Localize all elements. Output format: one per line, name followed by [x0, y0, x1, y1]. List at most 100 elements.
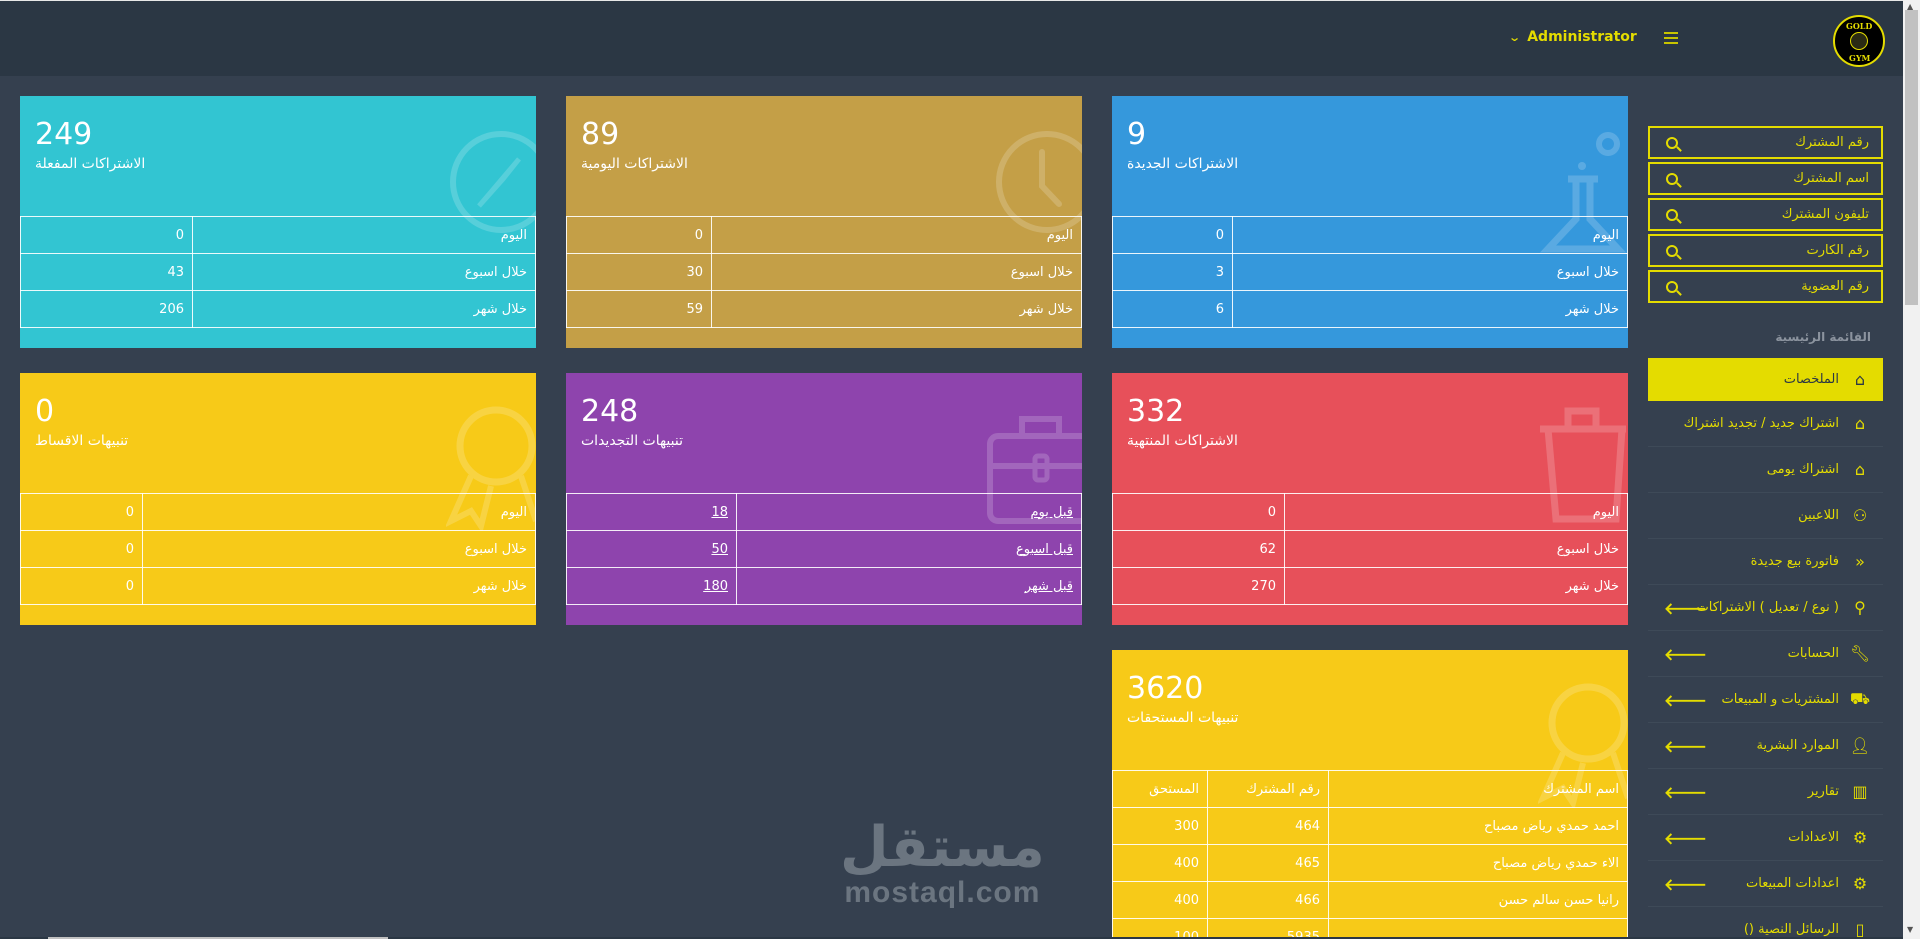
search-icon[interactable] — [1666, 208, 1678, 221]
row-value: 30 — [566, 253, 712, 291]
row-link[interactable]: قبل شهر — [1024, 578, 1073, 594]
table-row: خلال شهر 206 — [20, 290, 536, 328]
row-value: 0 — [20, 567, 143, 605]
row-label: خلال شهر — [192, 290, 536, 328]
table-row: احمد حمدي رياض مصباح 464 300 — [1112, 807, 1628, 845]
row-label: خلال اسبوع — [1284, 530, 1628, 568]
sidebar-item-accounts[interactable]: 🔧︎ الحسابات 🡐 — [1648, 631, 1883, 677]
sidebar-item-new-sale-invoice[interactable]: « فاتورة بيع جديدة — [1648, 539, 1883, 585]
search-icon[interactable] — [1666, 136, 1678, 149]
sidebar-item-summaries[interactable]: ⌂ الملخصات — [1648, 358, 1883, 401]
cell-name: احمد حمدي رياض مصباح — [1328, 807, 1628, 845]
row-label: اليوم — [1232, 216, 1628, 254]
table-row: قبل شهر 180 — [566, 567, 1082, 605]
sidebar-item-human-resources[interactable]: 👤︎ الموارد البشرية 🡐 — [1648, 723, 1883, 769]
table-row: اليوم 0 — [1112, 493, 1628, 531]
table-row: خلال اسبوع 30 — [566, 253, 1082, 291]
home-icon: ⌂ — [1854, 370, 1866, 389]
row-value-link[interactable]: 180 — [703, 578, 728, 594]
stat-label: الاشتراكات اليومية — [581, 156, 688, 172]
chevron-down-icon: ⌄ — [1508, 30, 1522, 44]
gold-gym-logo[interactable]: GOLD GYM — [1833, 15, 1885, 67]
stat-value: 248 — [581, 394, 639, 429]
search-card-number[interactable]: رقم الكارت — [1648, 234, 1883, 267]
card-active-subscriptions: 249 الاشتراكات المفعلة اليوم 0 خلال اسبوع… — [20, 96, 536, 348]
stat-label: الاشتراكات المنتهية — [1127, 433, 1238, 449]
scroll-up-icon[interactable]: ▲ — [1907, 2, 1914, 11]
table-row: خلال شهر 270 — [1112, 567, 1628, 605]
menu-label: اشتراك يومى — [1766, 462, 1839, 477]
scrollbar-thumb[interactable] — [1905, 10, 1918, 305]
search-membership-number[interactable]: رقم العضوية — [1648, 270, 1883, 303]
arrow-left-icon: 🡐 — [1664, 736, 1707, 756]
scrollbar-thumb[interactable] — [48, 937, 388, 939]
sidebar-item-purchases-sales[interactable]: ⛟ المشتريات و المبيعات 🡐 — [1648, 677, 1883, 723]
users-icon: ⚇ — [1852, 506, 1868, 525]
cell-name — [1328, 918, 1628, 939]
card-new-subscriptions: 9 الاشتراكات الجديدة اليوم 0 خلال اسبوع 3 … — [1112, 96, 1628, 348]
truck-icon: ⛟ — [1849, 689, 1871, 708]
menu-label: الحسابات — [1787, 646, 1839, 661]
table-row: خلال شهر 6 — [1112, 290, 1628, 328]
wrench-icon: 🔧︎ — [1849, 644, 1871, 663]
row-label: خلال اسبوع — [711, 253, 1082, 291]
cell-due: 400 — [1112, 881, 1208, 919]
search-placeholder: اسم المشترك — [1793, 171, 1869, 186]
row-value: 206 — [20, 290, 193, 328]
row-link[interactable]: قبل يوم — [1030, 504, 1074, 520]
cell-id: 466 — [1207, 881, 1329, 919]
gear-icon: ⚙ — [1852, 828, 1868, 847]
arrow-left-icon: 🡐 — [1664, 690, 1707, 710]
stat-label: الاشتراكات المفعلة — [35, 156, 146, 172]
sidebar-item-subscription-types[interactable]: ⚲ ( نوع / تعديل ) الاشتراكات 🡐 — [1648, 585, 1883, 631]
table-row: خلال شهر 0 — [20, 567, 536, 605]
menu-label: المشتريات و المبيعات — [1721, 692, 1839, 707]
search-member-name[interactable]: اسم المشترك — [1648, 162, 1883, 195]
row-value: 59 — [566, 290, 712, 328]
row-value: 0 — [20, 216, 193, 254]
sidebar-item-sales-settings[interactable]: ⚙ اعدادات المبيعات 🡐 — [1648, 861, 1883, 907]
arrow-left-icon: 🡐 — [1664, 828, 1707, 848]
scroll-down-icon[interactable]: ▼ — [1907, 925, 1914, 934]
watermark-arabic: مستقل — [840, 815, 1045, 880]
sidebar-item-daily-subscription[interactable]: ⌂ اشتراك يومى — [1648, 447, 1883, 493]
stat-value: 249 — [35, 117, 93, 152]
arrow-left-icon: 🡐 — [1664, 598, 1707, 618]
sidebar-item-new-subscription[interactable]: ⌂ اشتراك جديد / تجديد اشتراك — [1648, 401, 1883, 447]
user-name: Administrator — [1527, 29, 1637, 45]
sidebar-item-reports[interactable]: ▥ تقارير 🡐 — [1648, 769, 1883, 815]
search-icon[interactable] — [1666, 280, 1678, 293]
row-value-link[interactable]: 18 — [711, 504, 728, 520]
sidebar-item-sms[interactable]: ▯ الرسائل النصية () — [1648, 907, 1883, 939]
table-row: خلال اسبوع 0 — [20, 530, 536, 568]
user-menu[interactable]: ⌄ Administrator — [1508, 29, 1637, 45]
row-value: 0 — [20, 493, 143, 531]
sidebar-item-settings[interactable]: ⚙ الاعدادات 🡐 — [1648, 815, 1883, 861]
table-row: 5935 100 — [1112, 918, 1628, 939]
row-label: خلال شهر — [1284, 567, 1628, 605]
row-label: خلال اسبوع — [192, 253, 536, 291]
stat-label: تنبيهات الاقساط — [35, 433, 129, 449]
search-member-number[interactable]: رقم المشترك — [1648, 126, 1883, 159]
search-icon[interactable] — [1666, 172, 1678, 185]
card-dues-alerts: 3620 تنبيهات المستحقات اسم المشترك رقم ا… — [1112, 650, 1628, 939]
card-expired-subscriptions: 332 الاشتراكات المنتهية اليوم 0 خلال اسبو… — [1112, 373, 1628, 625]
stat-value: 3620 — [1127, 671, 1204, 706]
sidebar-item-players[interactable]: ⚇ اللاعبين — [1648, 493, 1883, 539]
row-link[interactable]: قبل اسبوع — [1015, 541, 1073, 557]
search-placeholder: تليفون المشترك — [1781, 207, 1869, 222]
search-icon[interactable] — [1666, 244, 1678, 257]
vertical-scrollbar[interactable]: ▲ ▼ — [1903, 0, 1920, 939]
row-label: اليوم — [142, 493, 536, 531]
row-value: 6 — [1112, 290, 1233, 328]
user-check-icon: ⚲ — [1854, 598, 1866, 617]
menu-toggle-icon[interactable] — [1664, 32, 1678, 44]
horizontal-scrollbar[interactable] — [0, 937, 1903, 939]
search-member-phone[interactable]: تليفون المشترك — [1648, 198, 1883, 231]
table-row: اليوم 0 — [1112, 216, 1628, 254]
stat-table: اليوم 0 خلال اسبوع 62 خلال شهر 270 — [1112, 493, 1628, 605]
card-daily-subscriptions: 89 الاشتراكات اليومية اليوم 0 خلال اسبوع 3… — [566, 96, 1082, 348]
row-value: 0 — [566, 216, 712, 254]
row-value-link[interactable]: 50 — [711, 541, 728, 557]
stat-table: قبل يوم 18 قبل اسبوع 50 قبل شهر 180 — [566, 493, 1082, 605]
